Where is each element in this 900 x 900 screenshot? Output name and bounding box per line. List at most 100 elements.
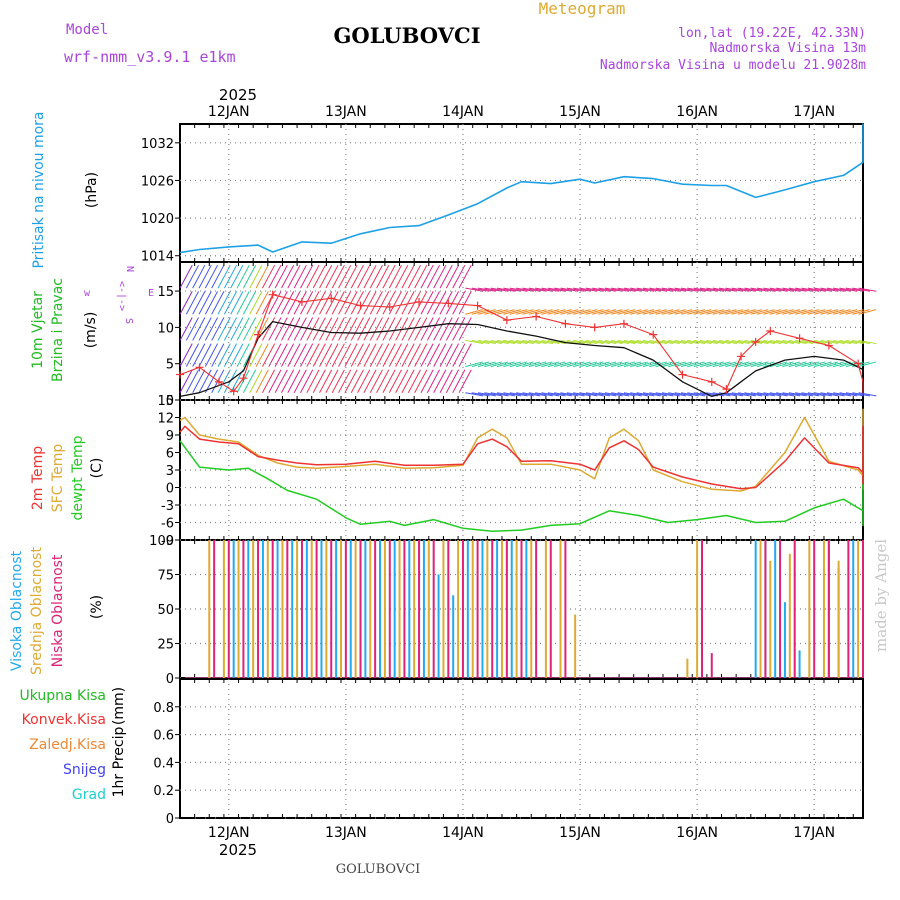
wind-barb [839,339,858,345]
wind-barb [541,339,560,345]
wind-barb [281,343,295,367]
wind-barb [477,361,496,368]
wind-barb [839,309,858,315]
wind-barb [407,317,421,341]
wind-barb [458,317,472,341]
wind-barb [211,343,225,367]
bottom-day-label: 14JAN [442,825,484,841]
cloud-ylabel-low: Niska Oblacnost [50,554,66,667]
wind-barb [490,361,509,368]
temperature-panel: -9 -6 -3 0 3 6 9 12 15 2m Temp SFC Temp dewpt Te… [30,394,864,549]
wind-barb [611,392,630,397]
wind-barb [306,343,320,367]
wind-barb [338,343,352,367]
wind-barb [211,264,225,289]
wind-barb [535,361,553,368]
wind-barb [522,309,540,315]
wind-barb [445,343,460,367]
wind-barb [230,291,244,315]
wind-barb [623,392,642,397]
wind-barb [763,392,782,397]
wind-barb [738,287,756,292]
wind-barb [376,291,390,315]
wind-barb [858,392,877,397]
dewpoint-line [179,440,864,533]
y-tick-label: 15 [157,285,174,300]
wind-barb [763,287,782,292]
wind-barb [674,309,693,315]
wind-barb [179,317,193,341]
wind-barb [750,309,769,315]
wind-barb [598,287,617,292]
wind-barb [363,343,377,367]
wind-barb [604,287,623,292]
wind-gust-marker [737,352,746,361]
wind-barb [516,361,534,368]
compass-south: S [123,318,134,324]
wind-ylabel-name: 10m Vjetar [30,291,46,369]
wind-barb [445,264,460,289]
wind-barb [344,264,358,289]
wind-barb [852,339,871,345]
wind-barb [357,291,371,315]
wind-barb [363,369,377,393]
wind-barb [820,309,839,315]
wind-barb [192,264,206,289]
wind-barb [490,339,509,345]
wind-barb [718,339,737,345]
wind-barb [281,264,295,289]
wind-barb [623,339,642,345]
wind-barb [712,309,731,315]
wind-barb [547,339,566,345]
wind-barb [458,343,472,367]
wind-gust-marker [824,341,833,350]
wind-barb [795,309,813,315]
wind-barb [242,317,257,341]
y-tick-label: 100 [149,534,174,549]
wind-barb [407,369,421,393]
top-day-label: 17JAN [793,104,835,120]
wind-barb [833,339,852,345]
wind-barb [560,361,579,368]
wind-barb [820,361,839,368]
wind-barb [769,392,788,397]
wind-barb [350,317,364,341]
bottom-year-label: 2025 [219,841,257,859]
wind-barb [636,287,655,292]
wind-gust-marker [268,290,277,299]
pressure-ylabel-name: Pritisak na nivou mora [31,111,47,268]
wind-barb [287,343,301,367]
legend-freezing-rain: Zaledj.Kisa [29,737,106,753]
wind-barb [426,264,440,289]
wind-barb [592,287,611,292]
wind-barb [617,361,636,368]
wind-barb [249,369,263,393]
y-tick-label: 0 [166,482,174,497]
wind-barb [395,369,409,393]
wind-barb [693,339,712,345]
wind-barb [604,309,623,315]
wind-barb [845,392,864,397]
wind-gust-marker [751,337,760,346]
wind-barb [439,369,453,393]
wind-barb [376,343,390,367]
wind-barb [204,264,219,289]
wind-barb [807,392,826,397]
wind-gust-marker [795,334,804,343]
wind-barb [363,317,377,341]
wind-barb [693,361,712,368]
y-tick-label: 0 [166,394,174,409]
wind-gust-marker [649,330,658,339]
wind-barb [795,287,814,292]
wind-barb [236,291,250,315]
wind-barb [788,287,807,292]
wind-barb [230,264,244,289]
wind-barb [211,317,225,341]
compass-arrows: <-|-> [116,281,127,311]
wind-barb [445,291,460,315]
top-day-label: 13JAN [325,104,367,120]
bottom-day-label: 12JAN [208,825,250,841]
wind-barb [737,361,756,368]
wind-barb [788,392,807,397]
